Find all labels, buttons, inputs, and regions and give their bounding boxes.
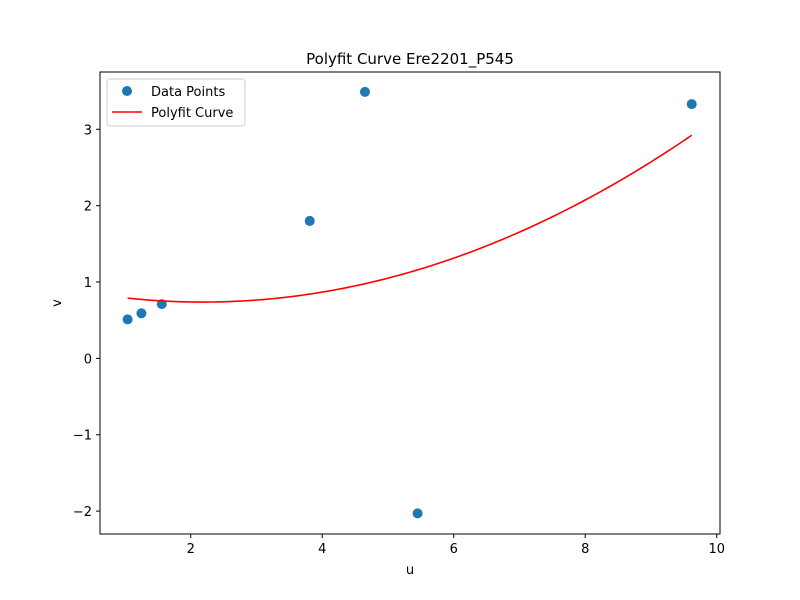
y-axis-ticks: −2 −1 0 1 2 3 bbox=[73, 123, 100, 520]
data-point bbox=[136, 308, 147, 319]
data-point bbox=[304, 215, 315, 226]
x-axis-ticks: 2 4 6 8 10 bbox=[187, 534, 725, 557]
legend-label-data-points: Data Points bbox=[151, 85, 225, 100]
data-point bbox=[686, 99, 697, 110]
x-tick-label: 10 bbox=[708, 542, 725, 557]
legend-marker-data-points bbox=[122, 86, 132, 96]
chart-title: Polyfit Curve Ere2201_P545 bbox=[306, 50, 514, 69]
data-point bbox=[412, 508, 423, 519]
legend-label-polyfit-curve: Polyfit Curve bbox=[151, 106, 233, 121]
plot-area bbox=[122, 86, 697, 519]
axes-frame bbox=[99, 71, 721, 535]
y-tick-label: 1 bbox=[84, 276, 92, 291]
data-point bbox=[359, 86, 370, 97]
x-tick-label: 2 bbox=[187, 542, 195, 557]
y-tick-label: 0 bbox=[84, 352, 92, 367]
x-tick-label: 4 bbox=[318, 542, 326, 557]
y-tick-label: −1 bbox=[73, 429, 92, 444]
x-axis-label: u bbox=[406, 563, 414, 578]
y-tick-label: 3 bbox=[84, 123, 92, 138]
legend: Data Points Polyfit Curve bbox=[106, 78, 246, 127]
x-tick-label: 6 bbox=[450, 542, 458, 557]
polyfit-curve-line bbox=[127, 134, 693, 303]
x-tick-label: 8 bbox=[581, 542, 589, 557]
data-point bbox=[122, 314, 133, 325]
legend-box bbox=[106, 78, 246, 127]
y-tick-label: −2 bbox=[73, 505, 92, 520]
y-tick-label: 2 bbox=[84, 200, 92, 215]
y-axis-label: v bbox=[50, 299, 65, 307]
